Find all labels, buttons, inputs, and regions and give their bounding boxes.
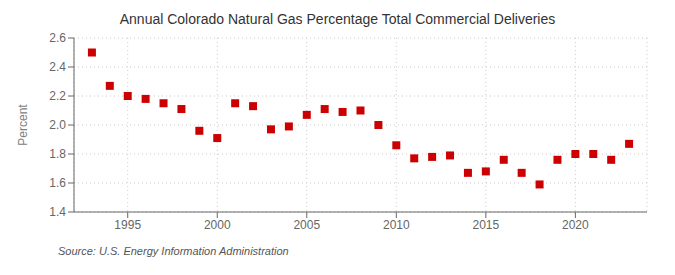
svg-text:2.0: 2.0 [49, 118, 66, 132]
svg-text:1.6: 1.6 [49, 176, 66, 190]
svg-text:2010: 2010 [383, 218, 410, 232]
svg-text:2.2: 2.2 [49, 89, 66, 103]
svg-text:2000: 2000 [204, 218, 231, 232]
svg-text:1.4: 1.4 [49, 205, 66, 219]
svg-text:2.4: 2.4 [49, 60, 66, 74]
svg-text:2005: 2005 [293, 218, 320, 232]
html-text:Source: U.S. Energy Informatio: Source: U.S. Energy Information Administ… [58, 245, 289, 257]
svg-text:1995: 1995 [114, 218, 141, 232]
svg-text:2.6: 2.6 [49, 31, 66, 45]
svg-text:Percent: Percent [16, 104, 30, 146]
svg-text:2015: 2015 [472, 218, 499, 232]
svg-text:1.8: 1.8 [49, 147, 66, 161]
html-text:Annual Colorado Natural Gas Pe: Annual Colorado Natural Gas Percentage T… [119, 11, 556, 27]
svg-text:2020: 2020 [562, 218, 589, 232]
